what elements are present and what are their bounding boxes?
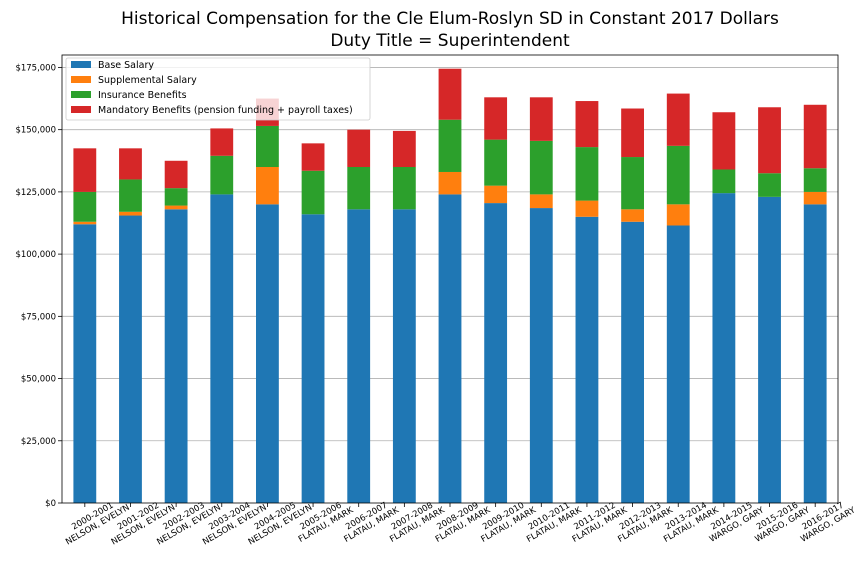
bar-segment-base — [347, 209, 371, 504]
y-tick-label: $25,000 — [21, 437, 56, 447]
bar-segment-mandatory — [301, 143, 325, 171]
y-tick-label: $150,000 — [15, 126, 56, 136]
bar-segment-insurance — [484, 139, 508, 186]
y-axis-ticks: $0 $25,000 $50,000 $75,000 $100,000 $125,000 $… — [15, 63, 62, 509]
bar-segment-mandatory — [803, 104, 827, 169]
bar-segment-base — [210, 194, 234, 503]
bar-segment-insurance — [438, 119, 462, 172]
bar-segment-insurance — [712, 169, 736, 194]
legend-label: Insurance Benefits — [98, 90, 187, 101]
bar-segment-mandatory — [347, 129, 371, 167]
bar-segment-base — [73, 224, 97, 503]
legend-label: Supplemental Salary — [98, 75, 197, 86]
bar-segment-supplemental — [484, 185, 508, 204]
bar-segment-supplemental — [164, 205, 188, 210]
bar-segment-mandatory — [73, 148, 97, 192]
x-tick-label-text: 2016-2017WARGO, GARY — [794, 496, 858, 544]
chart-subtitle: Duty Title = Superintendent — [330, 31, 570, 51]
bar-segment-supplemental — [621, 209, 644, 222]
legend-swatch — [71, 106, 91, 113]
bar-segment-mandatory — [438, 68, 462, 120]
bar-segment-mandatory — [119, 148, 142, 180]
bar-segment-supplemental — [119, 211, 142, 216]
bar-segment-insurance — [73, 191, 97, 222]
bar-segment-base — [712, 193, 736, 503]
y-tick-label: $175,000 — [15, 63, 56, 73]
bar-segment-supplemental — [575, 200, 599, 217]
bar-segment-mandatory — [575, 101, 599, 148]
legend-label: Mandatory Benefits (pension funding + pa… — [98, 105, 353, 116]
bar-segment-insurance — [575, 147, 599, 201]
bar-segment-base — [575, 216, 599, 503]
bar-segment-base — [666, 225, 690, 503]
x-tick-label: 2016-2017WARGO, GARY — [794, 496, 858, 545]
legend-label: Base Salary — [98, 60, 154, 71]
bar-segment-supplemental — [438, 171, 462, 195]
bar-segment-base — [164, 209, 188, 504]
legend-swatch — [71, 76, 91, 83]
bar-segment-supplemental — [803, 191, 827, 205]
bar-segment-mandatory — [164, 160, 188, 189]
bar-segment-mandatory — [621, 108, 644, 158]
bar-segment-base — [392, 209, 416, 504]
y-tick-label: $125,000 — [15, 188, 56, 198]
legend-swatch — [71, 61, 91, 68]
legend-swatch — [71, 91, 91, 98]
bar-segment-insurance — [210, 155, 234, 195]
bar-segment-supplemental — [666, 204, 690, 226]
bar-segment-base — [301, 214, 325, 504]
legend-box — [65, 57, 371, 121]
bar-segment-mandatory — [484, 97, 508, 140]
bar-segment-mandatory — [666, 93, 690, 146]
bar-segment-base — [119, 215, 142, 504]
bar-segment-supplemental — [529, 194, 553, 209]
y-tick-label: $50,000 — [21, 375, 56, 385]
bar-segment-mandatory — [712, 112, 736, 170]
bar-segment-insurance — [621, 157, 644, 210]
bar-segment-insurance — [803, 168, 827, 192]
bar-segment-base — [438, 194, 462, 503]
bar-segment-base — [256, 204, 279, 504]
bar-segment-base — [621, 221, 644, 503]
bar-segment-base — [529, 208, 553, 504]
chart-title: Historical Compensation for the Cle Elum… — [121, 9, 779, 29]
bars — [73, 68, 827, 504]
bar-segment-insurance — [347, 167, 371, 210]
y-tick-label: $0 — [45, 499, 56, 509]
y-tick-label: $100,000 — [15, 250, 56, 260]
bar-segment-insurance — [256, 125, 279, 167]
bar-segment-mandatory — [529, 97, 553, 141]
bar-segment-insurance — [164, 188, 188, 206]
bar-segment-base — [484, 203, 508, 504]
bar-segment-base — [758, 196, 781, 503]
bar-segment-insurance — [392, 167, 416, 210]
bar-segment-mandatory — [392, 130, 416, 167]
bar-segment-insurance — [666, 145, 690, 205]
bar-segment-mandatory — [758, 107, 781, 174]
bar-segment-insurance — [119, 179, 142, 212]
bar-segment-mandatory — [210, 128, 234, 156]
legend: Base Salary Supplemental Salary Insurance … — [65, 57, 371, 121]
bar-segment-base — [803, 204, 827, 504]
bar-segment-insurance — [529, 140, 553, 195]
bar-segment-supplemental — [256, 167, 279, 205]
bar-segment-insurance — [301, 170, 325, 215]
bar-segment-insurance — [758, 173, 781, 197]
y-tick-label: $75,000 — [21, 312, 56, 322]
bar-segment-supplemental — [73, 221, 97, 225]
